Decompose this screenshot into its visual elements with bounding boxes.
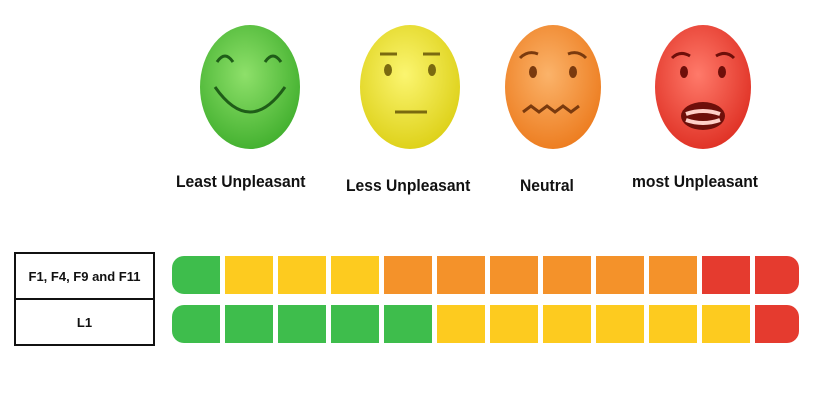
bar-segment-orange [649, 256, 697, 294]
bar-segment-orange [490, 256, 538, 294]
bar-segment-green [225, 305, 273, 343]
bar-segment-yellow [331, 256, 379, 294]
bar-segment-green [172, 256, 220, 294]
row-label-l1: L1 [14, 298, 155, 346]
bar-segment-orange [384, 256, 432, 294]
row-label-f-group: F1, F4, F9 and F11 [14, 252, 155, 300]
face-label-least-unpleasant: Least Unpleasant [176, 172, 306, 191]
bar-segment-orange [437, 256, 485, 294]
bar-segment-yellow [649, 305, 697, 343]
neutral-face-icon [355, 12, 465, 162]
bar-segment-orange [543, 256, 591, 294]
bar-segment-yellow [278, 256, 326, 294]
row-label-text: F1, F4, F9 and F11 [28, 268, 141, 284]
bar-segment-red [755, 256, 799, 294]
bar-segment-red [755, 305, 799, 343]
bar-segment-yellow [225, 256, 273, 294]
bar-segment-green [278, 305, 326, 343]
bar-segment-green [172, 305, 220, 343]
bar-segment-orange [596, 256, 644, 294]
face-label-neutral: Neutral [520, 176, 574, 195]
bar-segment-yellow [437, 305, 485, 343]
distressed-face-icon [648, 12, 758, 162]
row-label-text: L1 [76, 314, 93, 330]
bar-segment-green [331, 305, 379, 343]
face-label-most-unpleasant: most Unpleasant [632, 172, 759, 191]
bar-segment-green [384, 305, 432, 343]
face-label-less-unpleasant: Less Unpleasant [346, 176, 471, 195]
rating-bar-l1 [172, 305, 799, 343]
bar-segment-red [702, 256, 750, 294]
bar-segment-yellow [702, 305, 750, 343]
rating-bar-f-group [172, 256, 799, 294]
worried-face-icon [498, 12, 608, 162]
bar-segment-yellow [490, 305, 538, 343]
bar-segment-yellow [543, 305, 591, 343]
bar-segment-yellow [596, 305, 644, 343]
happy-face-icon [195, 12, 305, 162]
